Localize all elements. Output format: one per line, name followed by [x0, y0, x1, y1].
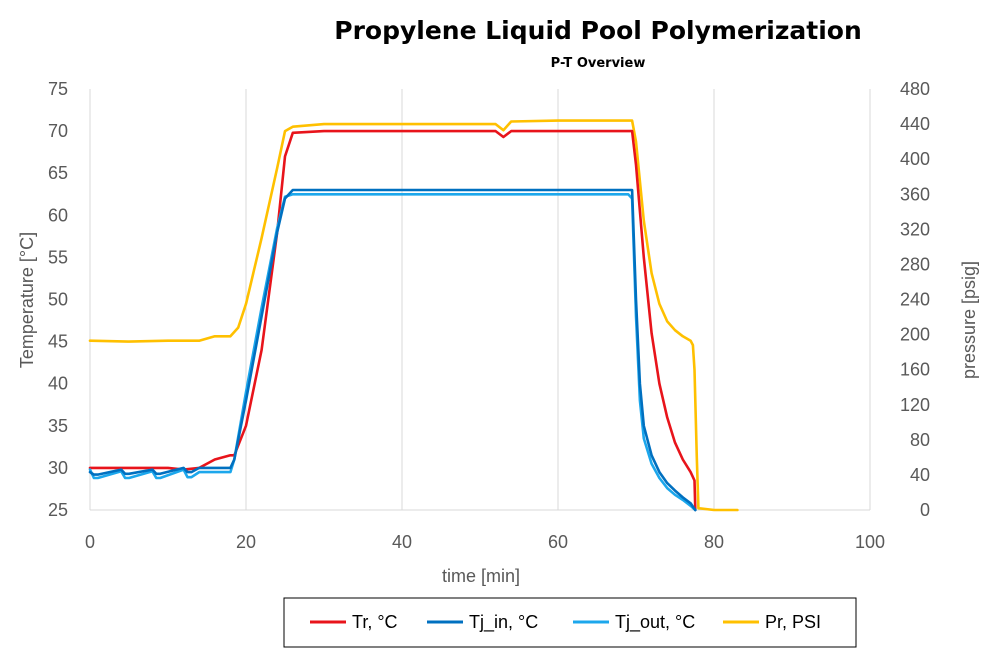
y-tick-label-8: 65 [48, 163, 68, 183]
series-line-3 [88, 119, 739, 512]
y-tick-label-1: 30 [48, 458, 68, 478]
left-axis-ticks: 25 30 35 40 45 50 55 60 65 70 75 [48, 79, 68, 520]
y-tick-label-2: 35 [48, 416, 68, 436]
legend: Tr, °C Tj_in, °C Tj_out, °C Pr, PSI [310, 612, 821, 633]
chart-title: Propylene Liquid Pool Polymerization [334, 16, 862, 45]
series-line-2 [88, 193, 697, 512]
x-axis-title: time [min] [442, 566, 520, 586]
x-tick-label-5: 100 [855, 532, 885, 552]
x-tick-label-4: 80 [704, 532, 724, 552]
y2-tick-label-3: 120 [900, 395, 930, 415]
y2-tick-label-10: 400 [900, 149, 930, 169]
y2-tick-label-7: 280 [900, 254, 930, 274]
y2-tick-label-11: 440 [900, 114, 930, 134]
series-line-0 [88, 129, 697, 512]
x-tick-label-1: 20 [236, 532, 256, 552]
y-tick-label-0: 25 [48, 500, 68, 520]
y2-tick-label-4: 160 [900, 360, 930, 380]
right-axis-ticks: 0 40 80 120 160 200 240 280 320 360 400 440 480 [900, 79, 930, 520]
y2-tick-label-1: 40 [910, 465, 930, 485]
y2-tick-label-12: 480 [900, 79, 930, 99]
y-tick-label-5: 50 [48, 290, 68, 310]
x-axis-ticks: 0 20 40 60 80 100 [85, 532, 885, 552]
x-tick-label-2: 40 [392, 532, 412, 552]
x-tick-label-3: 60 [548, 532, 568, 552]
y-tick-label-6: 55 [48, 247, 68, 267]
y-axis-title: Temperature [°C] [17, 232, 37, 368]
y2-tick-label-0: 0 [920, 500, 930, 520]
x-tick-label-0: 0 [85, 532, 95, 552]
y2-tick-label-2: 80 [910, 430, 930, 450]
y2-tick-label-5: 200 [900, 325, 930, 345]
y2-tick-label-8: 320 [900, 219, 930, 239]
gridlines [89, 89, 871, 511]
legend-box [283, 597, 857, 648]
y-tick-label-9: 70 [48, 121, 68, 141]
legend-label-0: Tr, °C [352, 612, 398, 632]
legend-label-2: Tj_out, °C [615, 612, 695, 633]
y2-axis-title: pressure [psig] [959, 261, 979, 379]
series-lines [88, 119, 739, 512]
legend-label-3: Pr, PSI [765, 612, 821, 632]
y-tick-label-7: 60 [48, 205, 68, 225]
y-tick-label-10: 75 [48, 79, 68, 99]
y-tick-label-4: 45 [48, 332, 68, 352]
y2-tick-label-6: 240 [900, 290, 930, 310]
y-tick-label-3: 40 [48, 374, 68, 394]
legend-label-1: Tj_in, °C [469, 612, 538, 633]
series-line-1 [88, 188, 697, 512]
y2-tick-label-9: 360 [900, 184, 930, 204]
chart-subtitle: P-T Overview [551, 56, 646, 71]
